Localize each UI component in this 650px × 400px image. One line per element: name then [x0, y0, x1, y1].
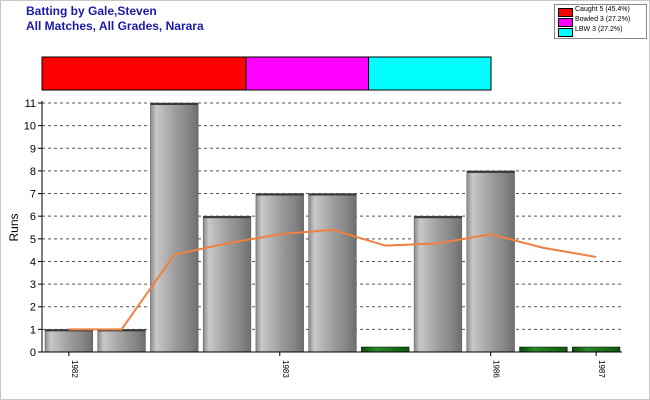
bar-4	[255, 193, 304, 353]
legend-swatch-caught	[558, 8, 573, 17]
bar-top-4	[255, 193, 304, 196]
legend-item-caught: Caught 5 (45.4%)	[558, 6, 644, 17]
bar-1	[97, 329, 146, 353]
dismissal-segment-caught	[41, 56, 247, 91]
y-tick-label-4: 4	[30, 256, 36, 268]
y-tick-label-7: 7	[30, 189, 36, 201]
legend-item-lbw: LBW 3 (27.2%)	[558, 26, 644, 37]
y-tick-label-6: 6	[30, 211, 36, 223]
legend-label-lbw: LBW 3 (27.2%)	[575, 26, 623, 33]
x-tick-label-1987: 1987	[597, 360, 606, 378]
bar-5	[308, 193, 357, 353]
y-tick-label-0: 0	[30, 347, 36, 359]
legend: Caught 5 (45.4%) Bowled 3 (27.2%) LBW 3 …	[554, 4, 647, 39]
y-tick-label-5: 5	[30, 234, 36, 246]
bar-top-8	[466, 170, 515, 173]
y-tick-label-1: 1	[30, 324, 36, 336]
bar-8	[466, 170, 515, 353]
dismissal-segment-lbw	[368, 56, 492, 91]
bar-2	[150, 102, 199, 353]
legend-swatch-bowled	[558, 18, 573, 27]
y-axis-label: Runs	[7, 213, 21, 241]
y-tick-label-11: 11	[25, 98, 36, 110]
bar-top-2	[150, 103, 199, 105]
chart-title: Batting by Gale,Steven	[26, 4, 157, 18]
bar-0	[44, 329, 93, 353]
legend-label-bowled: Bowled 3 (27.2%)	[575, 16, 631, 23]
y-tick-label-10: 10	[24, 121, 36, 133]
bar-top-5	[308, 193, 357, 196]
bar-6	[361, 346, 410, 353]
legend-item-bowled: Bowled 3 (27.2%)	[558, 16, 644, 27]
x-tick-label-1983: 1983	[281, 360, 290, 378]
y-tick-label-3: 3	[30, 279, 36, 291]
y-tick-label-8: 8	[30, 166, 36, 178]
dismissal-segment-bowled	[245, 56, 370, 91]
chart-subtitle: All Matches, All Grades, Narara	[26, 19, 204, 33]
y-tick-label-9: 9	[30, 143, 36, 155]
bar-10	[572, 346, 621, 353]
bar-top-3	[203, 216, 251, 219]
y-tick-label-2: 2	[30, 302, 36, 314]
average-line	[68, 228, 597, 331]
bar-3	[202, 215, 252, 353]
bar-9	[519, 346, 568, 353]
bar-top-7	[414, 216, 462, 219]
x-tick-label-1982: 1982	[70, 360, 79, 378]
bar-top-0	[45, 329, 93, 332]
bar-7	[413, 215, 463, 353]
legend-swatch-lbw	[558, 28, 573, 37]
legend-label-caught: Caught 5 (45.4%)	[575, 6, 630, 13]
x-tick-label-1986: 1986	[492, 360, 501, 378]
